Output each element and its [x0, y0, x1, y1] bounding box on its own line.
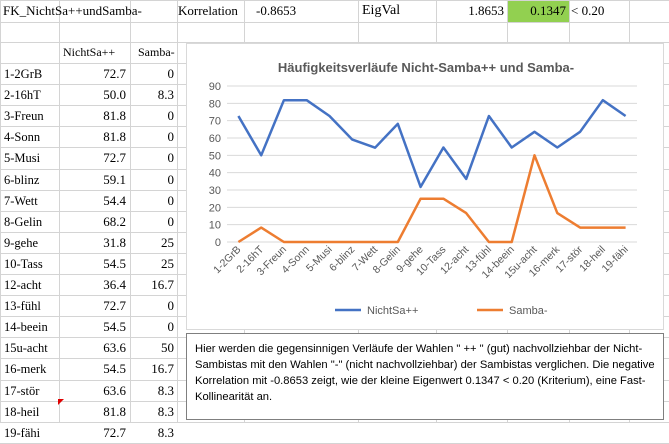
value-samba[interactable]: 25 [161, 234, 174, 250]
row-label[interactable]: 5-Musi [4, 151, 41, 166]
y-tick-label: 20 [209, 202, 221, 214]
y-tick-label: 0 [215, 237, 221, 249]
row-label[interactable]: 14-beein [4, 320, 48, 335]
value-nichtsa[interactable]: 59.1 [103, 171, 126, 187]
y-tick-label: 60 [209, 133, 221, 145]
value-nichtsa[interactable]: 31.8 [103, 234, 126, 250]
legend-label: NichtSa++ [367, 305, 418, 317]
series-line-NichtSa++ [237, 98, 627, 189]
y-tick-label: 10 [209, 220, 221, 232]
value-nichtsa[interactable]: 81.8 [103, 403, 126, 419]
row-label[interactable]: 2-16hT [4, 88, 41, 103]
value-nichtsa[interactable]: 54.4 [103, 192, 126, 208]
value-samba[interactable]: 0 [167, 171, 175, 187]
y-tick-label: 80 [209, 98, 221, 110]
korrelation-value[interactable]: -0.8653 [256, 3, 297, 18]
chart-title: Häufigkeitsverläufe Nicht-Samba++ und Sa… [278, 60, 574, 75]
eigval-1[interactable]: 1.8653 [468, 3, 504, 18]
col-header-samba[interactable]: Samba- [138, 45, 175, 59]
row-label[interactable]: 16-merk [4, 362, 47, 377]
row-label[interactable]: 7-Wett [4, 193, 38, 208]
value-samba[interactable]: 0 [167, 129, 175, 145]
value-nichtsa[interactable]: 68.2 [103, 213, 126, 229]
value-samba[interactable]: 8.3 [157, 87, 174, 103]
row-label[interactable]: 10-Tass [4, 256, 43, 271]
value-nichtsa[interactable]: 72.7 [103, 298, 126, 314]
x-tick-label: 19-fähi [600, 244, 631, 275]
row-label[interactable]: 3-Freun [4, 109, 44, 124]
eigval-2[interactable]: 0.1347 [530, 3, 566, 18]
korrelation-label[interactable]: Korrelation [178, 3, 238, 18]
chart-canvas: Häufigkeitsverläufe Nicht-Samba++ und Sa… [209, 60, 637, 317]
row-label[interactable]: 1-2GrB [4, 67, 43, 81]
value-nichtsa[interactable]: 54.5 [103, 361, 126, 377]
eigval-label[interactable]: EigVal [362, 3, 401, 18]
row-label[interactable]: 13-fühl [4, 299, 41, 314]
value-nichtsa[interactable]: 72.7 [103, 150, 126, 166]
row-label[interactable]: 12-acht [4, 278, 42, 292]
value-samba[interactable]: 16.7 [151, 277, 174, 292]
y-tick-label: 70 [209, 116, 221, 128]
series-line-Samba- [237, 154, 626, 244]
value-nichtsa[interactable]: 63.6 [103, 382, 126, 398]
value-samba[interactable]: 0 [167, 66, 175, 81]
value-nichtsa[interactable]: 81.8 [103, 129, 126, 145]
value-samba[interactable]: 16.7 [151, 361, 174, 377]
value-samba[interactable]: 50 [161, 340, 174, 356]
row-label[interactable]: 9-gehe [4, 235, 39, 250]
value-samba[interactable]: 0 [167, 192, 175, 208]
criterion-value[interactable]: < 0.20 [571, 3, 605, 18]
col-header-nichtsa[interactable]: NichtSa++ [63, 45, 116, 59]
y-tick-label: 30 [209, 185, 221, 197]
value-nichtsa[interactable]: 54.5 [103, 319, 126, 335]
row-label[interactable]: 19-fähi [4, 425, 41, 440]
comment-indicator[interactable] [58, 399, 64, 405]
value-samba[interactable]: 25 [161, 255, 174, 271]
value-samba[interactable]: 8.3 [157, 382, 174, 398]
y-tick-label: 90 [209, 81, 221, 93]
row-label[interactable]: 15u-acht [4, 341, 48, 356]
row-label[interactable]: 6-blinz [4, 172, 40, 187]
row-label[interactable]: 18-heil [4, 404, 40, 419]
value-nichtsa[interactable]: 36.4 [103, 277, 126, 292]
value-nichtsa[interactable]: 50.0 [103, 87, 126, 103]
value-samba[interactable]: 0 [167, 150, 175, 166]
row-label[interactable]: 17-stör [4, 383, 40, 398]
value-nichtsa[interactable]: 54.5 [103, 255, 126, 271]
eigval-highlight [508, 1, 569, 22]
y-tick-label: 40 [209, 168, 221, 180]
value-samba[interactable]: 0 [167, 108, 175, 124]
sheet-title[interactable]: FK_NichtSa++undSamba- [3, 3, 142, 18]
value-samba[interactable]: 0 [167, 213, 175, 229]
value-nichtsa[interactable]: 72.7 [103, 66, 126, 81]
row-label[interactable]: 8-Gelin [4, 214, 43, 229]
value-nichtsa[interactable]: 81.8 [103, 108, 126, 124]
value-samba[interactable]: 0 [167, 319, 175, 335]
value-nichtsa[interactable]: 63.6 [103, 340, 126, 356]
value-samba[interactable]: 8.3 [157, 424, 174, 440]
value-nichtsa[interactable]: 72.7 [103, 424, 126, 440]
line-chart[interactable]: Häufigkeitsverläufe Nicht-Samba++ und Sa… [186, 43, 664, 330]
legend-label: Samba- [509, 305, 548, 317]
row-label[interactable]: 4-Sonn [4, 130, 41, 145]
note-textbox[interactable]: Hier werden die gegensinnigen Verläufe d… [186, 333, 664, 420]
value-samba[interactable]: 8.3 [157, 403, 174, 419]
y-tick-label: 50 [209, 150, 221, 162]
value-samba[interactable]: 0 [167, 298, 175, 314]
